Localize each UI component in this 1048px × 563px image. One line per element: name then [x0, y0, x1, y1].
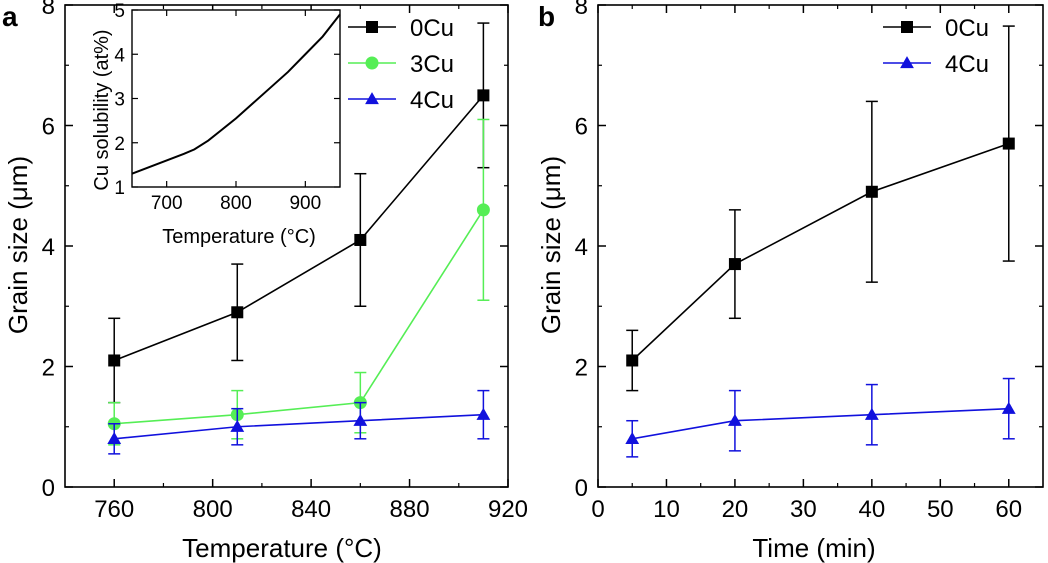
a-legend-marker-0Cu [366, 21, 378, 33]
a-series-4Cu [107, 389, 491, 455]
b-point-4Cu [728, 413, 742, 426]
b-ytick-label: 4 [575, 234, 588, 261]
a-xtick-label: 920 [488, 496, 528, 523]
panel-b-letter: b [538, 1, 555, 32]
panel-a-plot: 760 800 840 880 920 0 2 4 6 8 0Cu 3Cu 4Cu [42, 0, 528, 523]
panel-b-xlabel: Time (min) [752, 533, 875, 563]
a-series-0Cu [108, 22, 490, 404]
panel-b-plot: 0 10 20 30 40 50 60 0 2 4 6 8 0Cu 4Cu [575, 0, 1044, 523]
b-line-4Cu [632, 407, 1009, 440]
a-ytick-label: 8 [42, 0, 55, 20]
a-point-0Cu [354, 233, 367, 246]
a-point-4Cu [353, 413, 368, 426]
a-point-4Cu [476, 407, 491, 420]
b-point-4Cu [1001, 401, 1016, 414]
a-point-0Cu [477, 89, 490, 102]
inset-frame [131, 9, 341, 188]
a-point-0Cu [231, 306, 244, 319]
a-xtick-label: 840 [291, 496, 331, 523]
b-xtick-label: 40 [858, 496, 885, 523]
b-xtick-label: 60 [995, 496, 1022, 523]
a-line-0Cu [113, 94, 484, 362]
b-series-0Cu [626, 25, 1015, 392]
inset-xtick-label: 800 [220, 193, 252, 214]
a-legend-label-3Cu: 3Cu [410, 51, 454, 78]
a-legend-marker-4Cu [365, 92, 379, 105]
b-ytick-label: 8 [575, 0, 588, 20]
a-ytick-label: 6 [42, 114, 55, 141]
b-point-0Cu [1002, 137, 1015, 150]
inset-ytick-label: 4 [114, 45, 125, 66]
a-line-4Cu [114, 413, 484, 440]
a-point-4Cu [107, 431, 122, 444]
b-frame [597, 4, 1044, 488]
b-series-4Cu [625, 377, 1016, 458]
a-xtick-label: 880 [390, 496, 430, 523]
a-frame [64, 4, 509, 488]
a-xtick-label: 760 [94, 496, 134, 523]
b-legend-marker-4Cu [900, 56, 914, 69]
a-legend-label-4Cu: 4Cu [410, 87, 454, 114]
panel-b-ylabel: Grain size (μm) [536, 156, 566, 334]
b-legend-marker-0Cu [901, 21, 913, 33]
a-ytick-label: 0 [42, 475, 55, 502]
b-xtick-label: 50 [927, 496, 954, 523]
b-xtick-label: 20 [722, 496, 749, 523]
a-ytick-label: 2 [42, 355, 55, 382]
a-ytick-label: 4 [42, 234, 55, 261]
panel-a-inset: 700 800 900 1 2 3 4 5 [114, 1, 341, 214]
b-legend-label-0Cu: 0Cu [945, 15, 989, 42]
b-point-4Cu [625, 431, 640, 444]
a-legend-marker-3Cu [365, 56, 379, 70]
b-ytick-label: 0 [575, 475, 588, 502]
b-point-0Cu [626, 354, 639, 367]
a-legend-label-0Cu: 0Cu [410, 15, 454, 42]
b-legend-label-4Cu: 4Cu [945, 51, 989, 78]
b-xtick-label: 0 [591, 496, 604, 523]
a-xtick-label: 800 [193, 496, 233, 523]
a-point-4Cu [230, 419, 245, 432]
b-ytick-label: 6 [575, 114, 588, 141]
b-point-0Cu [865, 185, 878, 198]
b-point-4Cu [864, 407, 879, 420]
inset-xtick-label: 700 [151, 193, 183, 214]
panel-a-xlabel: Temperature (°C) [182, 533, 382, 563]
panel-a-letter: a [2, 1, 18, 32]
inset-solubility-curve [131, 13, 341, 175]
panel-a-ylabel: Grain size (μm) [3, 156, 33, 334]
a-point-0Cu [108, 354, 121, 367]
b-xtick-label: 30 [790, 496, 817, 523]
inset-ytick-label: 5 [114, 1, 125, 22]
inset-background [132, 10, 340, 187]
inset-ylabel: Cu solubility (at%) [91, 29, 113, 190]
b-point-0Cu [728, 258, 741, 271]
a-point-3Cu [476, 203, 490, 217]
b-line-0Cu [631, 142, 1010, 362]
inset-xtick-label: 900 [289, 193, 321, 214]
b-xtick-label: 10 [653, 496, 680, 523]
inset-ytick-label: 2 [114, 134, 125, 155]
inset-ytick-label: 3 [114, 90, 125, 111]
inset-xlabel: Temperature (°C) [162, 226, 316, 248]
inset-ytick-label: 1 [114, 178, 125, 199]
b-ytick-label: 2 [575, 355, 588, 382]
a-line-3Cu [114, 209, 485, 425]
